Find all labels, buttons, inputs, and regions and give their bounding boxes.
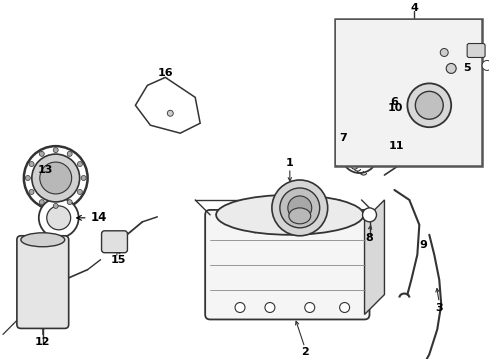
Text: 3: 3 [436, 302, 443, 312]
Text: 2: 2 [301, 347, 309, 357]
FancyBboxPatch shape [205, 210, 369, 319]
Circle shape [235, 302, 245, 312]
Circle shape [305, 302, 315, 312]
Circle shape [265, 302, 275, 312]
Text: 6: 6 [391, 97, 398, 107]
Bar [335, 19, 482, 166]
Text: 10: 10 [388, 103, 403, 113]
Text: 16: 16 [157, 68, 173, 78]
Circle shape [288, 196, 312, 220]
Circle shape [67, 200, 72, 204]
Polygon shape [365, 200, 385, 315]
Circle shape [416, 91, 443, 119]
Circle shape [53, 148, 58, 153]
Circle shape [482, 60, 490, 71]
FancyBboxPatch shape [467, 44, 485, 58]
Circle shape [25, 176, 30, 180]
Text: 13: 13 [38, 165, 53, 175]
Circle shape [29, 189, 34, 194]
FancyBboxPatch shape [101, 231, 127, 253]
Text: 7: 7 [340, 133, 347, 143]
Circle shape [280, 188, 319, 228]
Circle shape [67, 151, 72, 156]
Text: 1: 1 [286, 158, 294, 168]
FancyBboxPatch shape [17, 236, 69, 328]
Circle shape [39, 151, 44, 156]
Circle shape [40, 162, 72, 194]
Text: 11: 11 [389, 141, 404, 151]
Circle shape [340, 302, 349, 312]
Ellipse shape [21, 233, 65, 247]
Circle shape [272, 180, 328, 236]
Circle shape [348, 144, 370, 166]
Circle shape [53, 203, 58, 208]
Circle shape [363, 208, 376, 222]
Polygon shape [135, 77, 200, 133]
Circle shape [81, 176, 86, 180]
Circle shape [342, 137, 377, 173]
Ellipse shape [216, 195, 364, 235]
Circle shape [24, 146, 88, 210]
Text: 15: 15 [111, 255, 126, 265]
Circle shape [39, 200, 44, 204]
Text: 4: 4 [411, 3, 418, 13]
Circle shape [407, 84, 451, 127]
Circle shape [47, 206, 71, 230]
Bar [336, 20, 481, 165]
Circle shape [446, 63, 456, 73]
Text: 12: 12 [35, 337, 50, 347]
Circle shape [167, 110, 173, 116]
Circle shape [440, 49, 448, 57]
Text: 14: 14 [77, 211, 107, 224]
Circle shape [29, 162, 34, 167]
Circle shape [77, 162, 82, 167]
Text: 8: 8 [366, 233, 373, 243]
Text: 5: 5 [464, 63, 471, 73]
Circle shape [77, 189, 82, 194]
Ellipse shape [289, 208, 311, 224]
Circle shape [39, 198, 78, 238]
Circle shape [32, 154, 80, 202]
Text: 9: 9 [419, 240, 427, 250]
